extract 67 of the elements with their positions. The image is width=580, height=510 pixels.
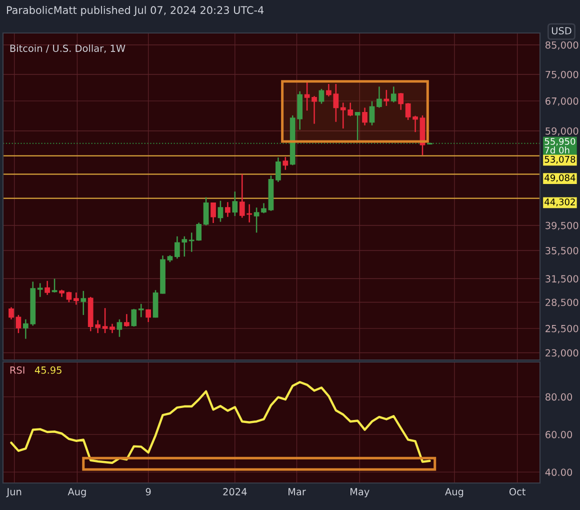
candlestick: [131, 308, 137, 328]
y-tick-label: 25,500: [546, 324, 578, 334]
x-tick-label: Aug: [445, 488, 464, 498]
x-tick-label: 2024: [223, 488, 247, 496]
candlestick: [304, 81, 310, 112]
candlestick: [37, 282, 43, 298]
y-tick-label: 60.00: [546, 430, 572, 438]
candlestick: [318, 88, 324, 104]
ref-line-label: 49,084: [544, 174, 576, 182]
candlestick: [282, 156, 288, 170]
candlestick: [276, 156, 281, 183]
candlestick: [124, 313, 130, 328]
y-tick-label: 31,500: [546, 275, 578, 284]
line-series: [10, 381, 431, 464]
x-tick-label: May: [350, 488, 370, 498]
candlestick: [116, 318, 122, 338]
y-tick-label: 59,000: [546, 127, 578, 136]
candlestick: [232, 190, 238, 217]
x-tick-label: Jun: [6, 488, 22, 498]
candlestick: [398, 92, 404, 111]
candlestick: [66, 291, 72, 303]
candlestick: [312, 95, 317, 124]
candlestick: [218, 200, 224, 222]
y-tick-label: 40.00: [545, 468, 572, 476]
candlestick: [44, 280, 50, 296]
candlestick: [203, 196, 209, 226]
candlestick: [376, 86, 382, 108]
y-tick-label: 28,500: [546, 298, 578, 308]
candlestick: [52, 278, 58, 294]
y-tick-label: 67,000: [546, 97, 578, 106]
candlestick: [362, 107, 368, 126]
candlestick: [80, 290, 86, 316]
x-tick-label: Aug: [68, 488, 86, 498]
candlestick: [354, 111, 360, 141]
text: ParabolicMatt published Jul 07, 2024 20:23 UTC-4: [7, 6, 264, 16]
candlestick: [146, 308, 152, 323]
candlestick: [102, 307, 108, 334]
candlestick: [182, 236, 188, 258]
y-tick-label: 85,000: [546, 41, 578, 50]
y-tick-label: 75,000: [546, 70, 578, 80]
candlestick: [174, 236, 180, 260]
ref-line-label: 53,078: [544, 156, 576, 164]
y-tick-label: 23,000: [546, 349, 578, 358]
candlestick: [138, 303, 144, 318]
chart-title: RSI: [10, 366, 24, 374]
candlestick: [390, 86, 396, 103]
candlestick: [110, 323, 115, 334]
text: USD: [552, 27, 572, 34]
candlestick: [369, 100, 375, 126]
candlestick: [225, 201, 230, 218]
candlestick: [210, 202, 216, 224]
candlestick: [8, 306, 14, 320]
annotation: 45.95: [34, 366, 62, 374]
candlestick: [261, 202, 266, 214]
ref-line-label: 44,302: [544, 198, 575, 206]
x-tick-label: Oct: [509, 488, 526, 496]
x-tick-label: Mar: [288, 488, 306, 496]
x-tick-label: 9: [146, 488, 151, 496]
ref-line-label: 55,950 7d 0h: [544, 138, 576, 154]
y-tick-label: 35,500: [546, 246, 578, 256]
text: Bitcoin / U.S. Dollar, 1W: [10, 44, 126, 53]
y-tick-label: 39,500: [546, 222, 578, 230]
candlestick: [384, 89, 390, 107]
y-tick-label: 80.00: [546, 393, 572, 401]
candlestick: [254, 206, 260, 234]
candlestick: [73, 292, 79, 306]
candlestick: [16, 314, 22, 334]
